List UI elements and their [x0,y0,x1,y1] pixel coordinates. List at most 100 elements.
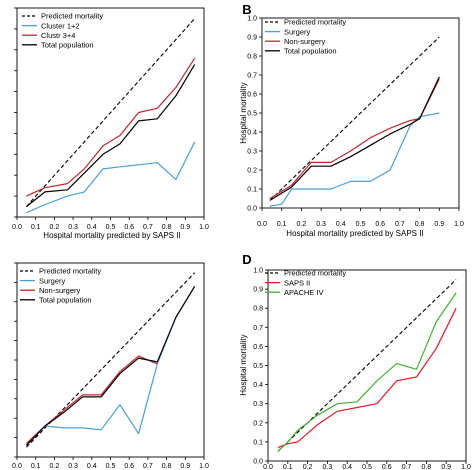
y-tick-label: 0.8 [247,54,257,61]
x-tick-label: 0.1 [277,221,287,228]
y-tick-label: 0.6 [253,344,263,351]
x-tick-label: 0.2 [297,221,307,228]
x-tick-label: 0.3 [316,221,326,228]
x-tick-label: 0.7 [143,224,153,231]
x-tick-label: 0.8 [162,463,172,470]
x-tick-label: 0.9 [180,463,190,470]
x-tick-label: 0.2 [50,463,60,470]
series-line-surgery [269,112,440,207]
y-tick-label: 0.4 [253,382,263,389]
x-tick-label: 0.3 [323,464,333,470]
y-axis-label: Hospital mortality [239,334,248,395]
x-tick-label: 0.2 [303,464,313,470]
x-tick-label: 0.4 [87,463,97,470]
legend-label: Non-surgery [284,37,326,46]
x-tick-label: 0.1 [31,224,41,231]
x-tick-label: 0.3 [68,224,78,231]
panel-letter: B [242,2,251,17]
x-tick-label: 0.1 [31,463,41,470]
y-tick-label: 0.2 [247,168,257,175]
x-tick-label: 0.0 [12,224,22,231]
y-tick-label: 0.9 [247,35,257,42]
y-tick-label: 0.4 [247,130,257,137]
y-tick-label: 0.3 [253,401,263,408]
y-tick-label: 0.9 [253,287,263,294]
x-tick-label: 0.4 [342,464,352,470]
legend-label: Surgery [284,27,311,36]
x-tick-label: 0.1 [283,464,293,470]
y-tick-label: 0.5 [253,363,263,370]
y-tick-label: 0.2 [253,420,263,427]
x-tick-label: 0.8 [422,464,432,470]
x-tick-label: 0.7 [395,221,405,228]
series-line-non-surgery [269,78,440,200]
legend-label: Predicted mortality [284,18,346,27]
legend-label: SAPS II [284,278,310,287]
series-line-total-population [25,285,196,446]
y-tick-label: 0.3 [247,149,257,156]
legend-label: APACHE IV [284,288,323,297]
x-tick-label: 0.0 [12,463,22,470]
x-tick-label: 0.7 [143,463,153,470]
panel-c: 0.0 0.1 0.2 0.3 0.4 0.5 0.6 0.7 0.8 0.9 1.0 Predict… [12,262,209,470]
legend-label: Total population [284,47,337,56]
y-tick-label: 0.8 [253,306,263,313]
x-tick-label: 0.7 [402,464,412,470]
x-tick-label: 0.8 [162,224,172,231]
series-line-clustr-3-4 [26,57,196,197]
x-tick-label: 1.0 [199,224,209,231]
series-line-saps-ii [277,307,457,449]
series-line-non-surgery [25,355,158,444]
x-tick-label: 0.4 [336,221,346,228]
x-tick-label: 0.5 [106,224,116,231]
x-axis-label: Hospital mortality predicted by SAPS II [43,231,180,240]
x-tick-label: 0.9 [180,224,190,231]
x-tick-label: 0.8 [415,221,425,228]
series-line-total-population [26,64,196,208]
x-tick-label: 0.6 [124,463,134,470]
legend-label: Clustr 3+4 [41,31,75,40]
y-tick-label: 1.0 [253,268,263,275]
legend-label: Surgery [39,276,66,285]
x-tick-label: 0.9 [441,464,451,470]
x-axis-label: Hospital mortality predicted by SAPS II [286,229,423,238]
y-tick-label: 0.7 [253,325,263,332]
y-axis-label: Hospital mortality [239,82,248,143]
y-tick-label: 0.0 [247,206,257,213]
x-tick-label: 0.3 [68,463,78,470]
y-tick-label: 0.1 [253,439,263,446]
x-tick-label: 0.0 [257,221,267,228]
y-tick-label: 0.5 [247,111,257,118]
x-tick-label: 0.9 [434,221,444,228]
y-tick-label: 0.6 [247,92,257,99]
panel-b: 0.0 0.1 0.2 0.3 0.4 0.5 0.6 0.7 0.8 0.9 1.0 0.0 0.1 0… [239,2,464,238]
x-tick-label: 0.5 [106,463,116,470]
legend-label: Non-surgery [39,286,81,295]
x-tick-label: 0.0 [263,464,273,470]
legend-label: Predicted mortality [39,267,101,276]
legend-label: Cluster 1+2 [41,21,80,30]
x-tick-label: 1.0 [199,463,209,470]
series-line-predicted-mortality [25,18,196,207]
x-tick-label: 0.5 [356,221,366,228]
y-tick-label: 0.0 [253,459,263,466]
x-tick-label: 0.4 [87,224,97,231]
legend-label: Predicted mortality [284,269,346,278]
legend-label: Predicted mortality [41,12,103,21]
x-tick-label: 1.0 [454,221,464,228]
legend-label: Total population [41,41,94,50]
x-tick-label: 0.6 [375,221,385,228]
legend-label: Total population [39,296,92,305]
series-line-cluster-1-2 [26,141,196,214]
panel-d: 0.0 0.1 0.2 0.3 0.4 0.5 0.6 0.7 0.8 0.9 1.0 0.0 0.1 0… [239,252,471,470]
x-tick-label: 0.6 [382,464,392,470]
series-line-apache-iv [277,292,457,452]
y-tick-label: 1.0 [247,16,257,23]
y-tick-label: 0.7 [247,73,257,80]
series-line-predicted-mortality [269,36,440,201]
x-tick-label: 0.2 [50,224,60,231]
series-line-total-population [269,76,440,201]
panel-a: 0.0 0.1 0.2 0.3 0.4 0.5 0.6 0.7 0.8 0.9 1.0 Hospita… [12,7,209,240]
x-tick-label: 0.5 [362,464,372,470]
